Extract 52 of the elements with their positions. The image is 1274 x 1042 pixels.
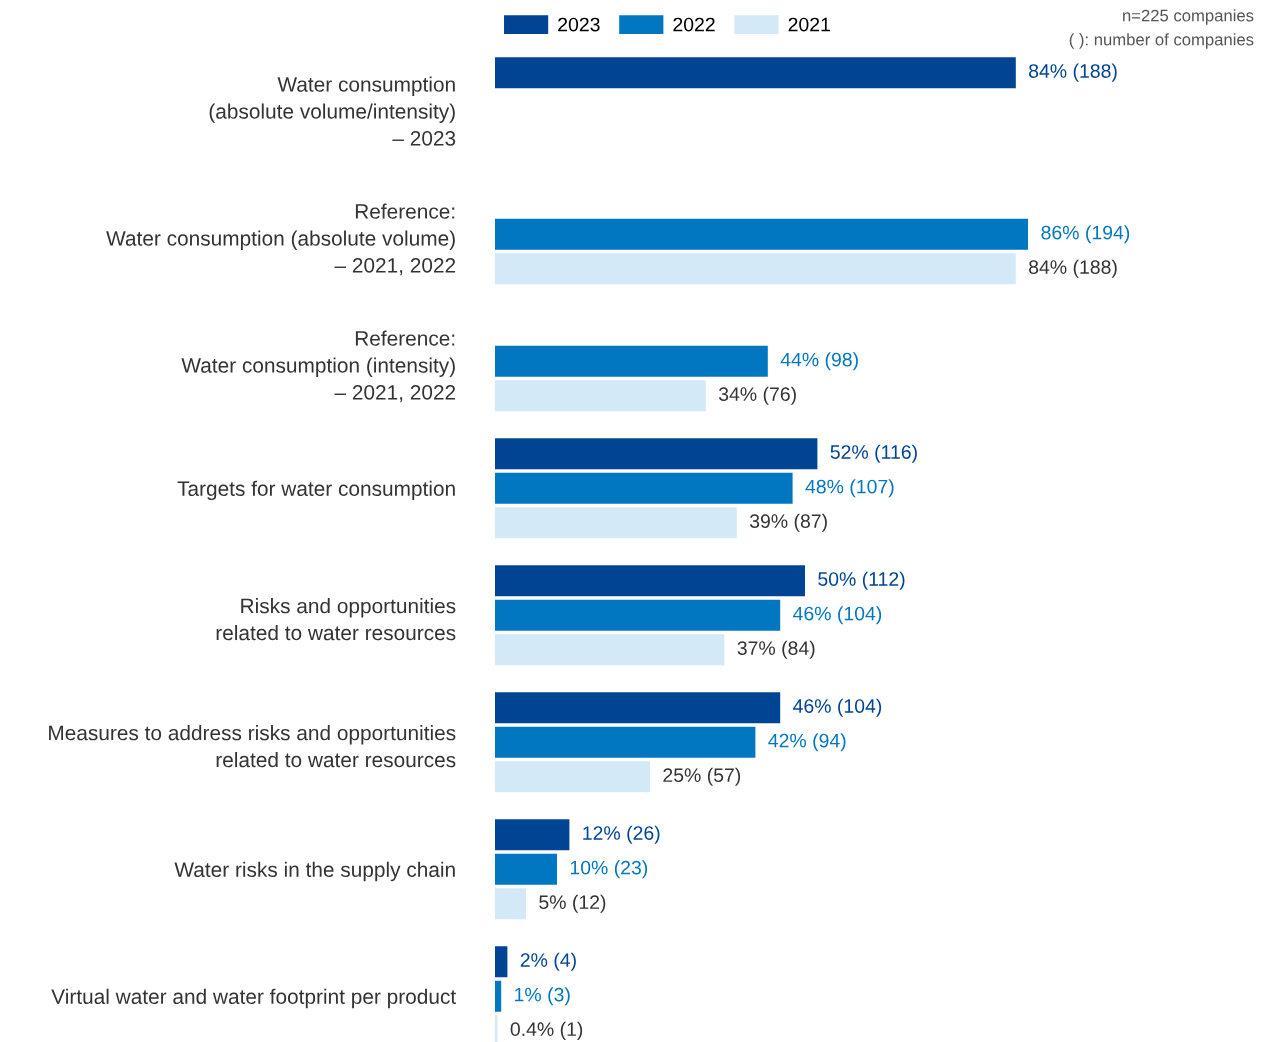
bar [495,253,1016,285]
data-label: 5% (12) [539,894,606,913]
data-label: 44% (98) [780,352,858,371]
y-tick-label: Measures to address risks and opportunities related to water resources [49,725,456,768]
bar [495,819,570,851]
y-tick-label: Water consumption (absolute volume/intensity) – 2023 [209,76,456,146]
data-label: 39% (87) [749,513,827,532]
y-tick-label: Reference: Water consumption (absolute volume) – 2021, 2022 [106,203,456,276]
data-label: 42% (94) [768,733,846,752]
bar [495,980,502,1012]
legend-label: 2023 [558,17,600,32]
bar [495,726,756,758]
bar [495,888,526,920]
data-label: 48% (107) [805,479,894,498]
data-label: 34% (76) [718,386,796,405]
bar [495,345,768,377]
bar [495,634,725,666]
y-tick-label: Targets for water consumption [177,480,455,501]
data-label: 52% (116) [830,444,917,463]
y-tick-label: Risks and opportunities related to water resources [216,598,456,641]
text: n=225 companies [1123,9,1254,25]
y-tick-label: Virtual water and water footprint per product [51,988,456,1009]
bar [495,472,793,504]
bar [495,761,650,793]
data-label: 0.4% (1) [510,1021,583,1040]
bar [495,57,1016,89]
data-label: 84% (188) [1029,259,1117,278]
data-label: 1% (3) [515,987,570,1006]
data-label: 25% (57) [663,767,741,786]
bar [495,565,805,597]
data-label: 2% (4) [520,952,576,971]
bar [495,599,781,631]
data-label: 46% (104) [793,698,882,717]
bar [495,946,508,978]
data-label: 37% (84) [737,640,815,659]
bar [495,507,737,539]
data-label: 10% (23) [570,860,648,879]
legend-label: 2021 [788,17,830,32]
legend-label: 2022 [673,17,715,32]
bar [495,380,706,412]
text: ( ): number of companies [1069,33,1254,49]
data-label: 50% (112) [818,571,905,590]
y-tick-label: Reference: Water consumption (intensity) – 2021, 2022 [181,330,456,403]
data-label: 12% (26) [583,825,660,844]
bar [495,692,781,724]
bar [495,853,557,885]
data-label: 84% (188) [1029,63,1117,82]
data-label: 86% (194) [1041,225,1130,244]
data-label: 46% (104) [793,606,882,625]
y-tick-label: Water risks in the supply chain [174,861,455,882]
bar [495,438,818,470]
bar [495,218,1029,250]
